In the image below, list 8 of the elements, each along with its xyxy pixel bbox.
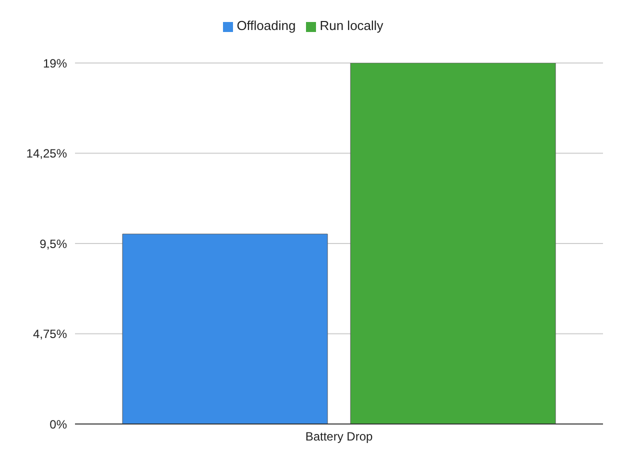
legend-label: Offloading	[236, 18, 296, 33]
y-tick-label: 9,5%	[40, 236, 68, 251]
y-tick-label: 14,25%	[26, 146, 68, 161]
legend-label: Run locally	[320, 18, 384, 33]
y-tick-label: 4,75%	[32, 327, 68, 342]
x-tick-label: Battery Drop	[305, 430, 374, 444]
y-tick-label: 19%	[42, 56, 68, 70]
y-tick-label: 0%	[50, 417, 68, 432]
